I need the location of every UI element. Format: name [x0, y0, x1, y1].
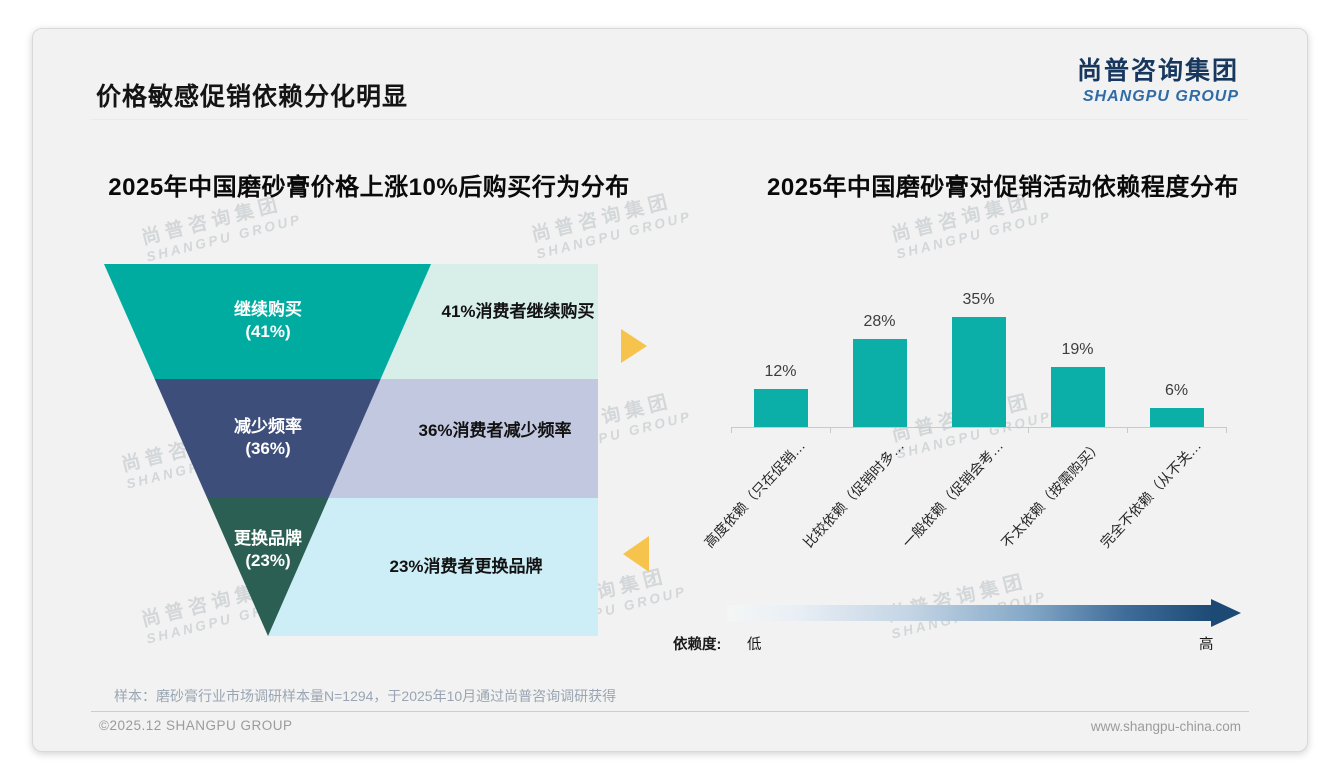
bar-value-label: 28% — [863, 313, 896, 330]
funnel-segment — [104, 264, 432, 379]
bar-category-label: 高度依赖（只在促销… — [700, 437, 808, 551]
website-url: www.shangpu-china.com — [1090, 719, 1241, 734]
bar-value-label: 19% — [1061, 341, 1094, 358]
funnel-segment-label: 减少频率 (36%) — [234, 417, 302, 459]
bar-chart-title: 2025年中国磨砂膏对促销活动依赖程度分布 — [767, 174, 1239, 201]
page-title: 价格敏感促销依赖分化明显 — [96, 83, 409, 111]
dependency-axis-label: 依赖度: — [673, 637, 722, 653]
funnel-chart: 继续购买 (41%) 减少频率 (36%) 更换品牌 (23%) 41%消费者继续购买 36… — [104, 264, 598, 636]
bar — [1149, 408, 1204, 427]
bar-category-label: 比较依赖（促销时多… — [799, 437, 907, 551]
dependency-gradient-bar — [727, 605, 1213, 621]
copyright-text: ©2025.12 SHANGPU GROUP — [99, 718, 293, 733]
funnel-notes: 41%消费者继续购买 36%消费者减少频率 23%消费者更换品牌 — [104, 264, 598, 636]
bar — [753, 389, 808, 427]
bar-category-label: 一般依赖（促销会考… — [898, 437, 1006, 551]
bar — [852, 339, 907, 427]
bar-category-label: 不太依赖（按需购买） — [997, 437, 1105, 551]
bar-chart: 12% 28% 35% 19% 6% 高度依赖（只在促销… 比较依赖（促销时多… 一般依赖（… — [700, 279, 1227, 588]
bar-value-label: 12% — [764, 363, 797, 380]
logo-chinese-name: 尚普咨询集团 — [1076, 57, 1239, 85]
funnel-chart-title: 2025年中国磨砂膏价格上涨10%后购买行为分布 — [108, 174, 630, 201]
axis-tick — [1226, 427, 1227, 433]
funnel-note-text: 41%消费者继续购买 — [441, 302, 595, 321]
bar — [951, 317, 1006, 427]
bar-category-axis: 高度依赖（只在促销… 比较依赖（促销时多… 一般依赖（促销会考… 不太依赖（按需购买）… — [700, 428, 1226, 588]
bar-value-label: 35% — [962, 291, 995, 308]
funnel-segment-label: 继续购买 (41%) — [234, 300, 302, 342]
arrow-left-icon — [623, 536, 649, 572]
bar-plot-area: 12% 28% 35% 19% 6% — [731, 279, 1227, 433]
dependency-arrow-head-icon — [1211, 599, 1241, 627]
bar — [1050, 367, 1105, 427]
arrow-right-icon — [621, 329, 647, 363]
funnel-segment-label: 更换品牌 (23%) — [234, 529, 302, 571]
axis-tick — [830, 427, 831, 433]
sample-note: 样本：磨砂膏行业市场调研样本量N=1294，于2025年10月通过尚普咨询调研获… — [114, 688, 617, 704]
dependency-high-label: 高 — [1199, 637, 1214, 653]
logo-english-name: SHANGPU GROUP — [1082, 88, 1239, 105]
footer-divider — [91, 711, 1249, 712]
bar-value-label: 6% — [1164, 382, 1189, 399]
funnel-note-text: 23%消费者更换品牌 — [389, 557, 543, 576]
axis-tick — [929, 427, 930, 433]
slide-card: 尚普咨询集团 SHANGPU GROUP 尚普咨询集团 SHANGPU GROUP 尚普… — [32, 28, 1308, 752]
funnel-note-text: 36%消费者减少频率 — [418, 421, 572, 440]
axis-tick — [1127, 427, 1128, 433]
axis-tick — [731, 427, 732, 433]
axis-tick — [1028, 427, 1029, 433]
bar-category-label: 完全不依赖（从不关… — [1096, 437, 1204, 551]
company-logo: 尚普咨询集团 SHANGPU GROUP — [1077, 51, 1239, 106]
header-divider — [91, 119, 1249, 120]
dependency-low-label: 低 — [747, 637, 762, 653]
